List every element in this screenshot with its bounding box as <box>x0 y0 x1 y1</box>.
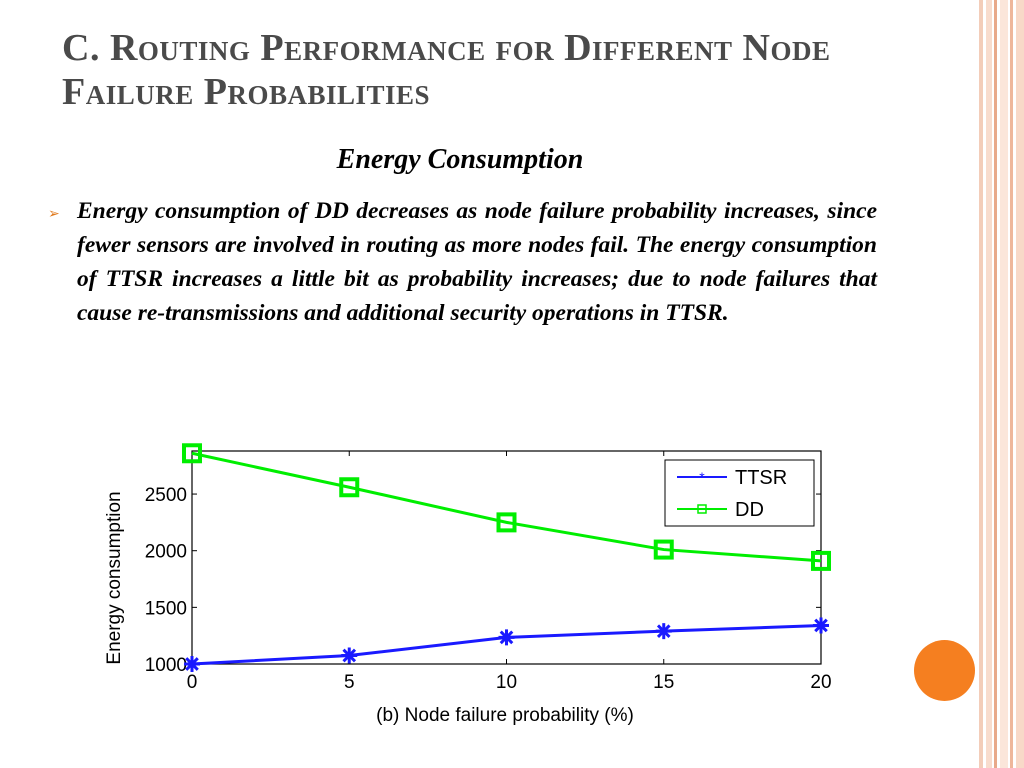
legend-label-ttsr: TTSR <box>735 467 787 489</box>
data-point-dd <box>182 443 202 464</box>
data-point-dd <box>339 477 360 498</box>
data-point-ttsr <box>655 623 672 640</box>
legend-marker-ttsr: * <box>699 469 705 485</box>
decor-orange-circle <box>914 640 975 701</box>
bullet-text: Energy consumption of DD decreases as no… <box>77 198 877 326</box>
decor-stripe-4 <box>1000 0 1008 768</box>
slide-subtitle: Energy Consumption <box>336 144 584 175</box>
data-point-dd <box>496 512 517 533</box>
series-line-dd <box>191 451 822 563</box>
decor-stripe-5 <box>1010 0 1013 768</box>
legend-marker-dd <box>697 504 707 514</box>
decor-stripe-6 <box>1016 0 1024 768</box>
x-tick-label: 0 <box>187 672 198 693</box>
data-point-ttsr <box>341 647 358 664</box>
x-axis-label: (b) Node failure probability (%) <box>376 705 634 726</box>
x-tick-label: 15 <box>653 672 674 693</box>
y-tick-label: 1000 <box>145 655 187 676</box>
decor-stripe-2 <box>986 0 992 768</box>
bullet-arrow-icon: ➢ <box>48 207 60 222</box>
legend-label-dd: DD <box>735 499 764 521</box>
energy-consumption-chart: 0 5 10 15 20 1000 1500 2000 2500 * TTSR DD (b) Nod… <box>104 443 832 726</box>
slide-title: C. Routing Performance for Different Nod… <box>62 27 831 113</box>
chart-legend: * TTSR DD <box>664 459 815 527</box>
x-tick-label: 20 <box>810 672 831 693</box>
x-tick-label: 5 <box>344 672 355 693</box>
decor-stripe-3 <box>994 0 997 768</box>
data-point-ttsr <box>184 656 200 672</box>
y-tick-label: 2500 <box>145 485 187 506</box>
y-tick-label: 2000 <box>145 542 187 563</box>
data-point-ttsr <box>498 629 515 646</box>
x-tick-label: 10 <box>496 672 517 693</box>
decor-stripe-1 <box>979 0 983 768</box>
y-axis-label: Energy consumption <box>104 491 125 664</box>
data-point-ttsr <box>813 617 829 634</box>
chart-series <box>182 443 831 672</box>
data-point-dd <box>653 539 674 560</box>
y-tick-label: 1500 <box>145 598 187 619</box>
data-point-dd <box>811 550 831 571</box>
legend-box <box>664 459 815 527</box>
